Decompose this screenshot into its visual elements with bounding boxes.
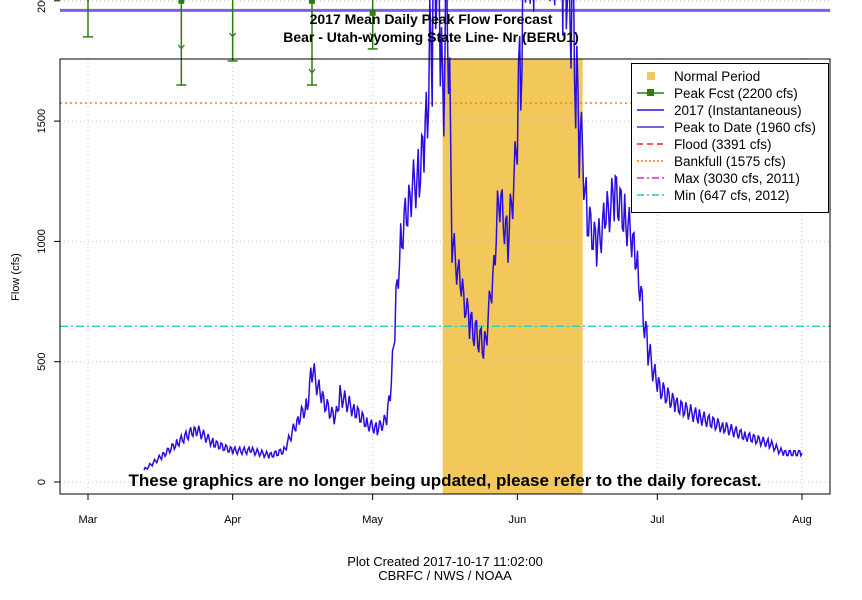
y-axis-label: Flow (cfs) bbox=[10, 253, 22, 301]
forecast-lower-quantile bbox=[229, 32, 237, 38]
x-tick-label: Aug bbox=[792, 514, 812, 526]
x-tick-label: Jun bbox=[508, 514, 526, 526]
legend-label: Peak Fcst (2200 cfs) bbox=[674, 86, 798, 101]
agency-credit: CBRFC / NWS / NOAA bbox=[378, 568, 512, 583]
legend-symbol bbox=[637, 160, 664, 162]
forecast-point bbox=[369, 9, 376, 16]
legend-symbol bbox=[647, 72, 655, 80]
legend-symbol bbox=[637, 194, 664, 196]
chart-title: 2017 Mean Daily Peak Flow Forecast bbox=[309, 11, 553, 27]
legend-label: Flood (3391 cfs) bbox=[674, 137, 772, 152]
normal-period-band bbox=[442, 59, 583, 494]
plot-frame bbox=[59, 58, 831, 495]
legend-label: Normal Period bbox=[674, 69, 761, 84]
legend-item-instantaneous: 2017 (Instantaneous) bbox=[632, 102, 830, 119]
legend-symbol bbox=[637, 89, 664, 96]
legend-item-min: Min (647 cfs, 2012) bbox=[632, 187, 830, 204]
legend-item-flood: Flood (3391 cfs) bbox=[632, 136, 830, 153]
legend-symbol bbox=[637, 126, 664, 128]
series-2017-line bbox=[143, 0, 803, 471]
legend-label: 2017 (Instantaneous) bbox=[674, 103, 802, 118]
x-tick-label: Apr bbox=[224, 514, 241, 526]
y-tick-label: 0 bbox=[36, 479, 48, 485]
forecast-lower-quantile bbox=[86, 0, 90, 2]
y-tick-label: 2000 bbox=[36, 0, 48, 13]
legend-symbol bbox=[637, 109, 664, 111]
forecast-lower-quantile bbox=[177, 44, 185, 50]
legend-item-normal-period: Normal Period bbox=[632, 68, 830, 85]
y-tick-label: 1000 bbox=[36, 229, 48, 253]
legend: Normal Period Peak Fcst (2200 cfs) 2017 … bbox=[631, 63, 829, 213]
forecast-lower-quantile bbox=[369, 32, 377, 38]
y-tick-label: 500 bbox=[36, 353, 48, 371]
legend-label: Peak to Date (1960 cfs) bbox=[674, 120, 816, 135]
y-tick-label: 1500 bbox=[36, 109, 48, 133]
x-tick-label: Mar bbox=[79, 514, 98, 526]
legend-symbol bbox=[637, 143, 664, 145]
forecast-point bbox=[178, 0, 185, 4]
legend-label: Bankfull (1575 cfs) bbox=[674, 154, 786, 169]
legend-label: Min (647 cfs, 2012) bbox=[674, 188, 790, 203]
plot-created-text: Plot Created 2017-10-17 11:02:00 bbox=[347, 554, 543, 569]
x-tick-label: Jul bbox=[650, 514, 664, 526]
legend-symbol bbox=[637, 177, 664, 179]
legend-item-max: Max (3030 cfs, 2011) bbox=[632, 170, 830, 187]
forecast-point bbox=[309, 0, 315, 4]
forecast-lower-quantile bbox=[308, 68, 316, 74]
x-tick-label: May bbox=[362, 514, 383, 526]
legend-item-peak-to-date: Peak to Date (1960 cfs) bbox=[632, 119, 830, 136]
deprecation-notice: These graphics are no longer being updat… bbox=[128, 471, 762, 490]
legend-item-bankfull: Bankfull (1575 cfs) bbox=[632, 153, 830, 170]
legend-item-peak-fcst: Peak Fcst (2200 cfs) bbox=[632, 85, 830, 102]
chart-subtitle: Bear - Utah-wyoming State Line- Nr (BERU… bbox=[283, 29, 579, 45]
legend-label: Max (3030 cfs, 2011) bbox=[674, 171, 800, 186]
